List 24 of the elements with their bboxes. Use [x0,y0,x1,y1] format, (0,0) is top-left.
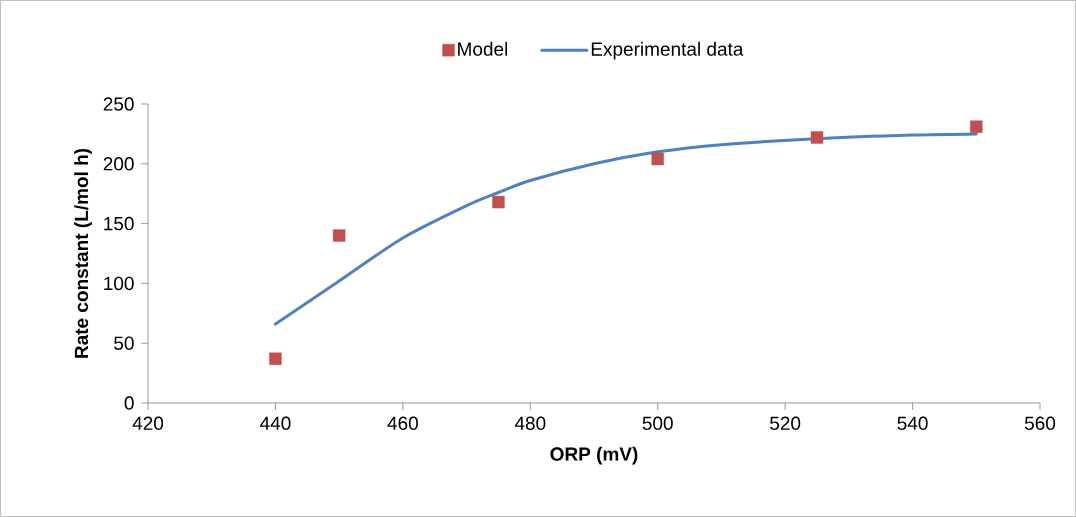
point [970,120,983,133]
y-tick-label: 150 [104,216,134,231]
y-tick-label: 200 [103,157,134,171]
legend-label: Experimental data [591,41,744,60]
x-tick-label: 500 [642,416,673,430]
y-axis-title: Rate constant (L/mol h) [74,148,92,358]
x-axis-title: ORP (mV) [550,446,638,465]
y-tick-label: 100 [104,276,134,291]
point [810,131,824,144]
point [269,352,282,365]
y-tick-label: 50 [114,336,134,350]
x-tick-label: 420 [132,416,164,430]
x-tick-label: 560 [1024,416,1056,430]
x-tick-label: 540 [897,416,928,430]
x-tick-label: 480 [514,416,546,430]
y-tick-label: 0 [124,396,134,410]
point [651,152,664,166]
point [492,195,505,209]
legend-label: Model [458,41,508,56]
point [332,229,346,242]
x-tick-label: 460 [387,416,418,430]
x-tick-label: 440 [260,416,291,430]
y-tick-label: 250 [103,97,134,111]
x-tick-label: 520 [770,416,801,430]
